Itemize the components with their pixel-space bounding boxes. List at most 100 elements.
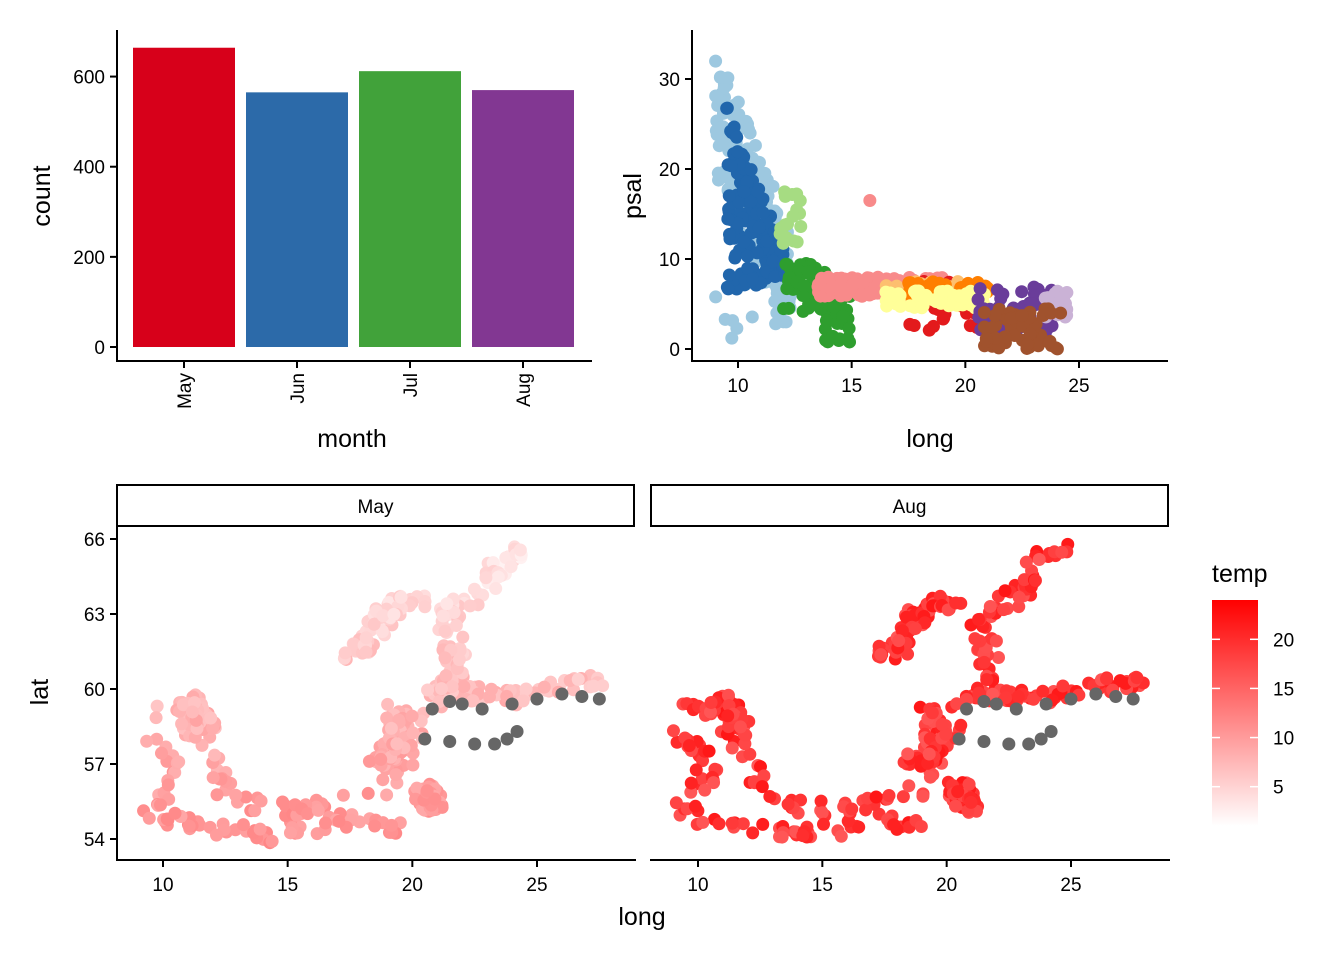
map-point xyxy=(815,806,829,820)
map-point xyxy=(182,819,196,833)
map-point-na xyxy=(977,735,991,748)
map-point xyxy=(359,645,373,659)
map-point xyxy=(874,648,888,662)
map-point-na xyxy=(530,692,544,706)
scatter-point xyxy=(769,317,783,331)
map-point xyxy=(301,807,315,821)
map-point xyxy=(176,698,190,712)
map-point xyxy=(949,596,963,610)
x-tick-label: 10 xyxy=(727,376,748,397)
bar-may xyxy=(133,47,235,348)
map-point xyxy=(999,691,1013,705)
map-point xyxy=(841,814,855,828)
map-point xyxy=(381,697,395,711)
map-point-na xyxy=(1009,702,1023,716)
scatter-point xyxy=(731,216,745,230)
map-point xyxy=(161,778,175,792)
x-tick-label: 15 xyxy=(841,376,862,397)
scatter-point xyxy=(903,299,917,313)
map-point xyxy=(1100,672,1114,686)
map-point xyxy=(980,673,994,687)
map-point xyxy=(150,732,164,746)
map-point xyxy=(1017,573,1031,587)
scatter-point xyxy=(1004,311,1018,325)
map-point xyxy=(696,815,710,829)
map-point xyxy=(445,680,459,694)
map-point xyxy=(712,817,726,831)
y-tick-label: 63 xyxy=(84,605,105,626)
map-point xyxy=(1036,684,1050,698)
tick-group: 0 200 400 600 May Jun Jul Aug xyxy=(73,68,535,409)
map-point xyxy=(380,788,394,802)
scatter-point xyxy=(903,317,917,331)
tick-group: 54 57 60 63 66 10 15 20 25 10 15 20 25 xyxy=(84,530,1082,896)
map-point xyxy=(479,571,493,585)
map-point xyxy=(406,726,420,740)
x-axis-title: long xyxy=(618,903,665,931)
scatter-point xyxy=(796,304,810,318)
facet-strip-aug: Aug xyxy=(650,484,1169,527)
y-tick-label: 10 xyxy=(659,250,680,271)
scatter-point xyxy=(882,289,896,303)
scatter-point xyxy=(744,194,758,208)
colorbar xyxy=(1212,600,1258,826)
map-point xyxy=(457,680,471,694)
scatter-point xyxy=(760,234,774,248)
map-point xyxy=(1032,553,1046,567)
map-point xyxy=(236,818,250,832)
map-point xyxy=(571,672,585,686)
map-point xyxy=(175,717,189,731)
scatter-point xyxy=(709,54,723,68)
map-point xyxy=(960,692,974,706)
y-tick-label: 66 xyxy=(84,530,105,551)
map-point xyxy=(702,744,716,758)
bars xyxy=(133,47,574,348)
map-point xyxy=(698,783,712,797)
scatter-point xyxy=(768,269,782,283)
scatter-point xyxy=(988,309,1002,323)
scatter-point xyxy=(960,291,974,305)
map-point xyxy=(390,737,404,751)
map-point xyxy=(703,705,717,719)
map-point xyxy=(311,803,325,817)
map-point xyxy=(168,806,182,820)
map-point xyxy=(484,682,498,696)
map-point xyxy=(405,709,419,723)
map-point xyxy=(265,834,279,848)
map-point xyxy=(1028,573,1042,587)
scatter-point xyxy=(855,287,869,301)
map-point xyxy=(781,797,795,811)
scatter-point xyxy=(752,221,766,235)
scatter-point xyxy=(721,212,735,226)
scatter-point xyxy=(737,235,751,249)
scatter-point xyxy=(842,322,856,336)
map-point-na xyxy=(418,732,432,746)
scatter-point xyxy=(985,321,999,335)
scatter-point xyxy=(871,270,885,284)
map-point xyxy=(964,795,978,809)
map-point xyxy=(1019,555,1033,569)
map-point-na xyxy=(960,702,974,716)
map-point xyxy=(949,799,963,813)
scatter-point xyxy=(710,90,724,104)
y-tick-label: 30 xyxy=(659,70,680,91)
x-tick-label: 25 xyxy=(1068,376,1089,397)
map-point xyxy=(389,768,403,782)
y-tick-label: 20 xyxy=(659,160,680,181)
y-tick-label: 0 xyxy=(94,338,105,359)
y-axis-title: psal xyxy=(619,173,647,219)
map-point xyxy=(902,779,916,793)
map-point xyxy=(935,717,949,731)
map-point-na xyxy=(468,737,482,751)
map-point-na xyxy=(592,692,606,706)
map-point-na xyxy=(455,697,469,711)
map-point xyxy=(150,699,164,713)
map-point xyxy=(380,711,394,725)
points xyxy=(709,54,1074,356)
map-point xyxy=(725,741,739,755)
scatter-point xyxy=(766,254,780,268)
scatter-point xyxy=(716,134,730,148)
scatter-point xyxy=(722,189,736,203)
map-point xyxy=(537,680,551,694)
map-point xyxy=(775,830,789,844)
